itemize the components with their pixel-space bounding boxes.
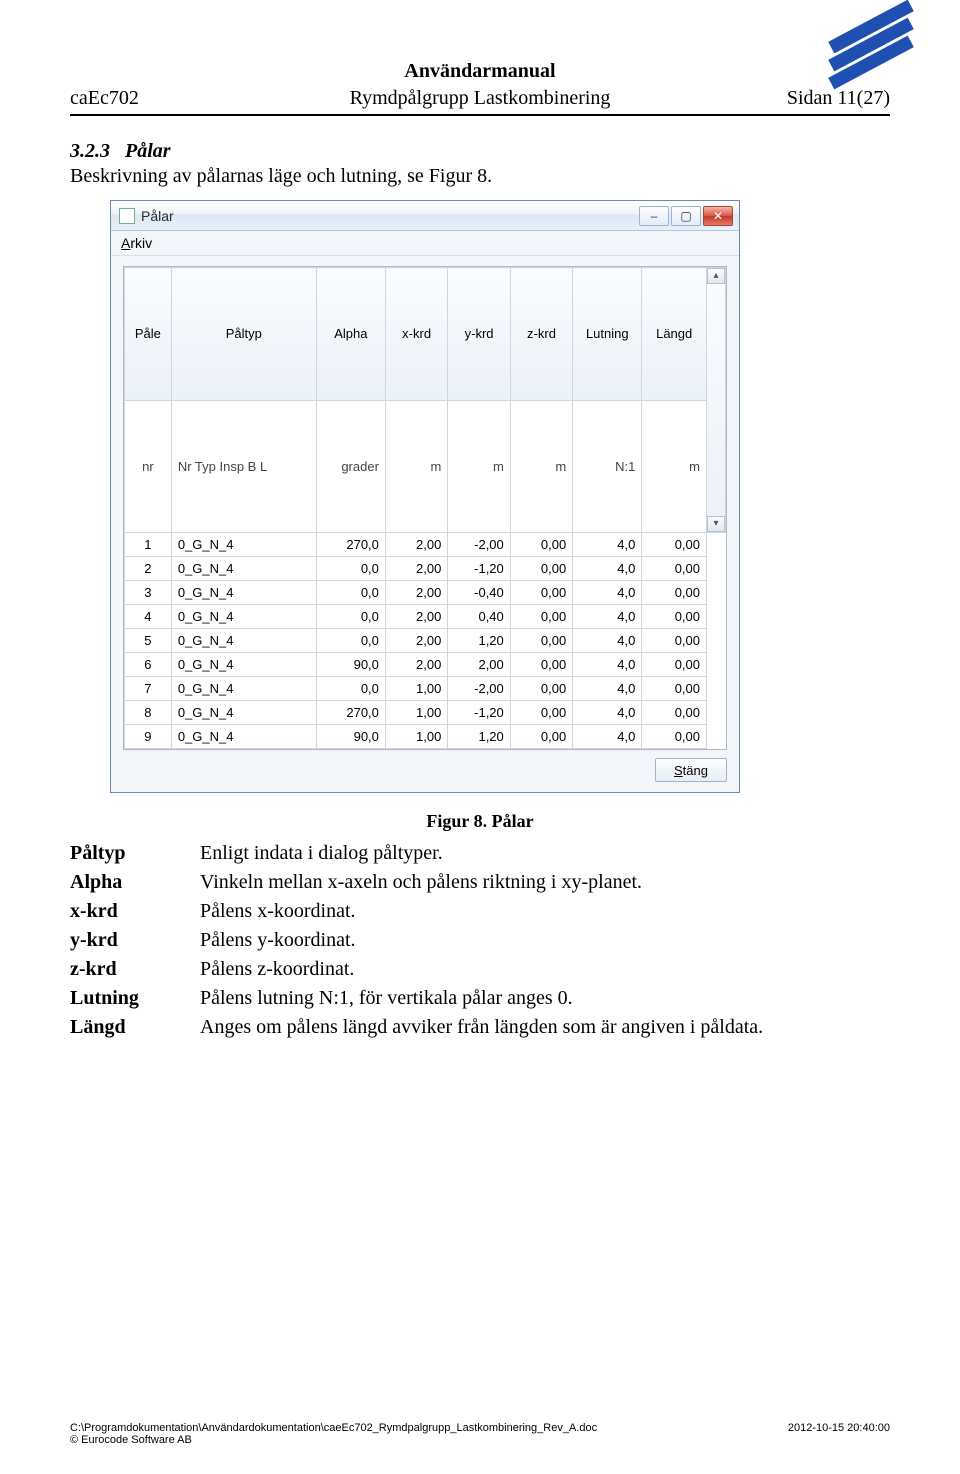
minimize-button[interactable]: – — [639, 206, 669, 226]
table-row[interactable]: 10_G_N_4270,02,00-2,000,004,00,00 — [125, 533, 726, 557]
definition-desc: Pålens y-koordinat. — [200, 929, 890, 952]
col-pale[interactable]: Påle — [125, 268, 172, 401]
doc-id: caEc702 — [70, 87, 270, 110]
table-row[interactable]: 60_G_N_490,02,002,000,004,00,00 — [125, 653, 726, 677]
col-xkrd[interactable]: x-krd — [385, 268, 447, 401]
palar-grid[interactable]: Påle Påltyp Alpha x-krd y-krd z-krd Lutn… — [123, 266, 727, 750]
doc-subtitle: Rymdpålgrupp Lastkombinering — [270, 87, 690, 110]
definition-desc: Vinkeln mellan x-axeln och pålens riktni… — [200, 871, 890, 894]
definition-desc: Enligt indata i dialog påltyper. — [200, 842, 890, 865]
table-row[interactable]: 70_G_N_40,01,00-2,000,004,00,00 — [125, 677, 726, 701]
table-row[interactable]: 80_G_N_4270,01,00-1,200,004,00,00 — [125, 701, 726, 725]
manual-title: Användarmanual — [70, 60, 890, 83]
col-langd[interactable]: Längd — [642, 268, 707, 401]
col-ykrd[interactable]: y-krd — [448, 268, 510, 401]
page-label: Sidan 11(27) — [690, 87, 890, 110]
window-title: Pålar — [141, 208, 174, 224]
palar-window: Pålar – ▢ ✕ Arkiv — [110, 200, 740, 793]
definition-row: x-krdPålens x-koordinat. — [70, 900, 890, 923]
definition-row: AlphaVinkeln mellan x-axeln och pålens r… — [70, 871, 890, 894]
section-title: Pålar — [125, 140, 171, 162]
scroll-down-icon[interactable]: ▾ — [707, 516, 725, 532]
definition-row: LängdAnges om pålens längd avviker från … — [70, 1016, 890, 1039]
definition-desc: Pålens lutning N:1, för vertikala pålar … — [200, 987, 890, 1010]
logo — [830, 18, 910, 78]
footer-timestamp: 2012-10-15 20:40:00 — [788, 1422, 890, 1434]
table-row[interactable]: 40_G_N_40,02,000,400,004,00,00 — [125, 605, 726, 629]
section-number: 3.2.3 — [70, 140, 110, 162]
menubar: Arkiv — [111, 231, 739, 256]
definition-term: Påltyp — [70, 842, 200, 865]
definition-term: x-krd — [70, 900, 200, 923]
definition-desc: Pålens x-koordinat. — [200, 900, 890, 923]
stang-button[interactable]: Stäng — [655, 758, 727, 782]
table-units-row: nr Nr Typ Insp B L grader m m m N:1 m — [125, 400, 726, 533]
definition-row: z-krdPålens z-koordinat. — [70, 958, 890, 981]
section-intro: Beskrivning av pålarnas läge och lutning… — [70, 165, 890, 188]
definition-term: Längd — [70, 1016, 200, 1039]
col-zkrd[interactable]: z-krd — [510, 268, 572, 401]
app-icon — [119, 208, 135, 224]
col-paltyp[interactable]: Påltyp — [171, 268, 316, 401]
maximize-button[interactable]: ▢ — [671, 206, 701, 226]
close-icon[interactable]: ✕ — [703, 206, 733, 226]
definition-desc: Pålens z-koordinat. — [200, 958, 890, 981]
definition-row: LutningPålens lutning N:1, för vertikala… — [70, 987, 890, 1010]
definition-desc: Anges om pålens längd avviker från längd… — [200, 1016, 890, 1039]
menu-arkiv[interactable]: Arkiv — [121, 235, 152, 251]
table-row[interactable]: 50_G_N_40,02,001,200,004,00,00 — [125, 629, 726, 653]
definition-term: y-krd — [70, 929, 200, 952]
col-lutning[interactable]: Lutning — [573, 268, 642, 401]
table-row[interactable]: 90_G_N_490,01,001,200,004,00,00 — [125, 725, 726, 749]
footer-copyright: © Eurocode Software AB — [70, 1434, 890, 1446]
figure-caption: Figur 8. Pålar — [70, 811, 890, 832]
titlebar[interactable]: Pålar – ▢ ✕ — [111, 201, 739, 231]
definition-term: Alpha — [70, 871, 200, 894]
scrollbar[interactable]: ▴ ▾ — [707, 268, 726, 533]
table-row[interactable]: 30_G_N_40,02,00-0,400,004,00,00 — [125, 581, 726, 605]
definition-term: Lutning — [70, 987, 200, 1010]
footer: C:\Programdokumentation\Användardokument… — [70, 1422, 890, 1446]
definition-row: y-krdPålens y-koordinat. — [70, 929, 890, 952]
definition-term: z-krd — [70, 958, 200, 981]
scroll-up-icon[interactable]: ▴ — [707, 268, 725, 284]
definition-row: PåltypEnligt indata i dialog påltyper. — [70, 842, 890, 865]
table-row[interactable]: 20_G_N_40,02,00-1,200,004,00,00 — [125, 557, 726, 581]
footer-path: C:\Programdokumentation\Användardokument… — [70, 1422, 597, 1434]
header-rule — [70, 114, 890, 116]
table-header-row: Påle Påltyp Alpha x-krd y-krd z-krd Lutn… — [125, 268, 726, 401]
col-alpha[interactable]: Alpha — [316, 268, 385, 401]
